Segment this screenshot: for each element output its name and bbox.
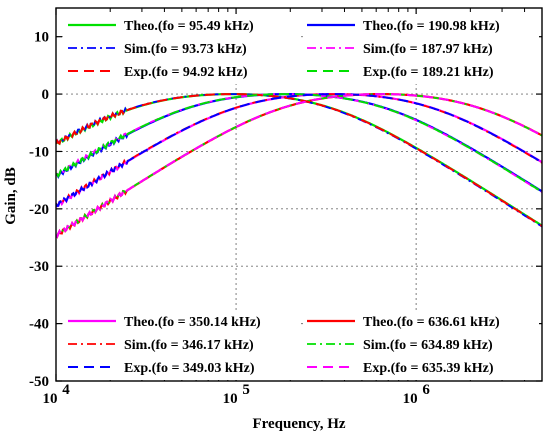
y-tick-label: -30 [29,259,49,275]
legend-label: Exp.(fo = 635.39 kHz) [363,361,494,376]
legend-label: Sim.(fo = 93.73 kHz) [124,42,247,57]
x-tick-label: 10 [43,391,58,407]
y-tick-label: 0 [42,87,50,103]
y-tick-label: -40 [29,317,49,333]
legend: Theo.(fo = 95.49 kHz) Sim.(fo = 93.73 kHz… [66,14,539,380]
plot-lines [56,93,542,239]
y-axis-ticks: 10 0 -10 -20 -30 -40 -50 [29,30,542,390]
x-tick-label-exponent: 4 [62,382,70,398]
y-tick-label: -50 [29,374,49,390]
x-axis-label: Frequency, Hz [252,416,345,432]
y-axis-label: Gain, dB [3,167,19,225]
legend-label: Exp.(fo = 349.03 kHz) [124,361,255,376]
x-tick-label-exponent: 6 [422,382,430,398]
legend-label: Sim.(fo = 346.17 kHz) [124,338,254,353]
x-tick-label: 10 [403,391,418,407]
x-tick-label: 10 [223,391,238,407]
plot-frame [55,7,543,382]
x-tick-label-exponent: 5 [242,382,250,398]
series-line [56,93,542,193]
legend-label: Theo.(fo = 350.14 kHz) [124,315,261,330]
series-line [56,93,542,208]
legend-label: Sim.(fo = 634.89 kHz) [363,338,493,353]
legend-label: Theo.(fo = 95.49 kHz) [124,19,254,34]
legend-label: Theo.(fo = 636.61 kHz) [363,315,500,330]
y-tick-label: -10 [29,144,49,160]
series-line [56,93,542,239]
series-line [56,93,542,227]
y-tick-label: 10 [34,30,49,46]
legend-label: Theo.(fo = 190.98 kHz) [363,19,500,34]
legend-label: Exp.(fo = 189.21 kHz) [363,65,494,80]
legend-label: Sim.(fo = 187.97 kHz) [363,42,493,57]
series-line [56,93,542,239]
legend-label: Exp.(fo = 94.92 kHz) [124,65,248,80]
y-tick-label: -20 [29,202,49,218]
